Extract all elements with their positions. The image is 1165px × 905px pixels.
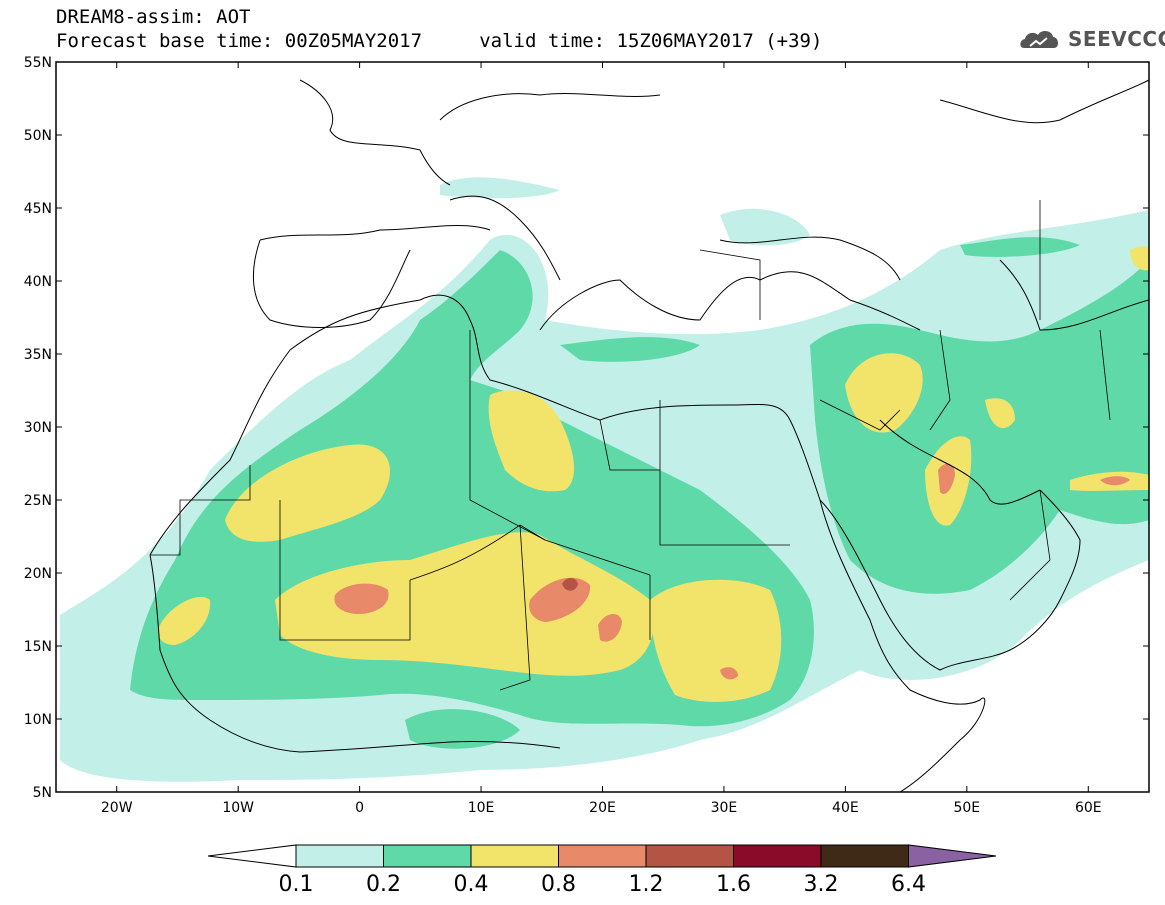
- colorbar-swatch: [558, 844, 647, 868]
- aot-field: [60, 177, 1149, 782]
- aot-level-1.2: [562, 578, 578, 591]
- lat-label: 35N: [24, 347, 52, 363]
- colorbar-over: [908, 844, 997, 868]
- colorbar-under: [207, 844, 297, 868]
- colorbar-label: 0.4: [454, 872, 489, 897]
- colorbar-label: 0.8: [541, 872, 576, 897]
- colorbar-label: 6.4: [891, 872, 926, 897]
- country-borders: [150, 200, 1111, 691]
- lon-label: 20W: [101, 800, 133, 816]
- lat-label: 50N: [24, 128, 52, 144]
- lat-label: 30N: [24, 420, 52, 436]
- lat-axis: 55N 50N 45N 40N 35N 30N 25N 20N 15N 10N 5N: [24, 55, 1149, 801]
- lon-label: 0: [355, 800, 364, 816]
- colorbar-label: 1.2: [629, 872, 664, 897]
- colorbar: 0.1 0.2 0.4 0.8 1.2 1.6 3.2 6.4: [207, 844, 997, 897]
- lat-label: 10N: [24, 712, 52, 728]
- map-title: DREAM8-assim: AOT: [56, 6, 251, 28]
- lon-label: 30E: [711, 800, 738, 816]
- colorbar-label: 0.1: [279, 872, 314, 897]
- coastlines: [149, 79, 1149, 792]
- lon-label: 60E: [1075, 800, 1102, 816]
- colorbar-label: 1.6: [716, 872, 751, 897]
- lat-label: 55N: [24, 55, 52, 71]
- lat-label: 20N: [24, 566, 52, 582]
- colorbar-label: 0.2: [366, 872, 401, 897]
- colorbar-swatch: [645, 844, 734, 868]
- colorbar-swatch: [733, 844, 822, 868]
- lon-label: 10E: [468, 800, 495, 816]
- lat-label: 40N: [24, 274, 52, 290]
- colorbar-swatch: [295, 844, 384, 868]
- colorbar-label: 3.2: [804, 872, 839, 897]
- colorbar-swatch: [820, 844, 909, 868]
- lat-label: 5N: [33, 785, 52, 801]
- lon-label: 40E: [832, 800, 859, 816]
- lon-axis: 20W 10W 0 10E 20E 30E 40E 50E 60E: [101, 62, 1102, 816]
- lon-label: 50E: [953, 800, 980, 816]
- logo-text: SEEVCCC: [1068, 27, 1165, 51]
- colorbar-swatch: [470, 844, 559, 868]
- lon-label: 20E: [589, 800, 616, 816]
- lat-label: 15N: [24, 639, 52, 655]
- cloud-logo-icon: [1020, 31, 1059, 48]
- colorbar-swatch: [383, 844, 472, 868]
- lon-label: 10W: [222, 800, 254, 816]
- map-subtitle: Forecast base time: 00Z05MAY2017 valid t…: [56, 30, 823, 52]
- lat-label: 45N: [24, 201, 52, 217]
- lat-label: 25N: [24, 493, 52, 509]
